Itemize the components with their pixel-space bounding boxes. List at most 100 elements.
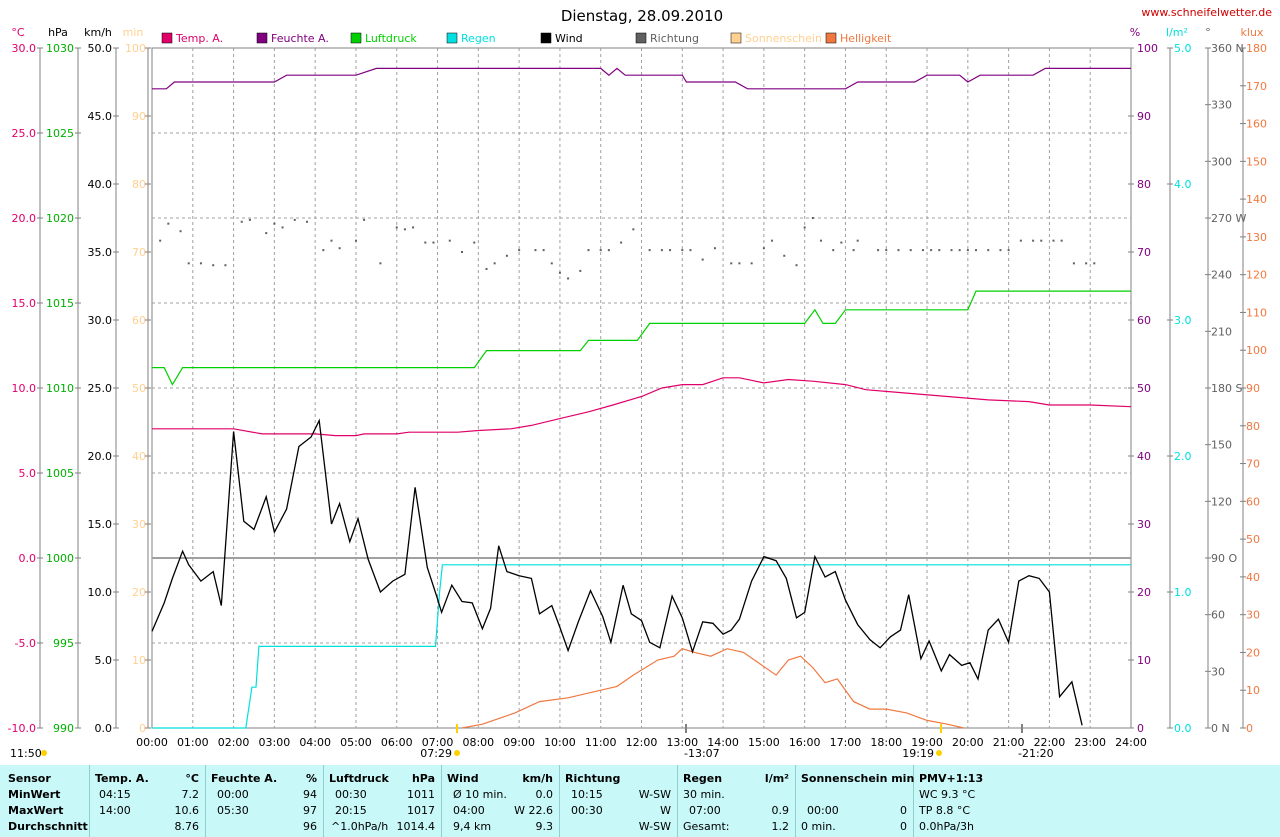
x-tick-6: 06:00 (381, 736, 413, 749)
axis-tick-pres-7: 995 (53, 637, 74, 650)
stats-hum-avg-value: 96 (303, 820, 317, 833)
axis-unit-min: min (123, 26, 144, 39)
stats-pres-trend: ^1.0hPa/h (331, 820, 389, 833)
direction-point-22 (412, 226, 415, 229)
stats-dir-avg-value: W-SW (638, 820, 671, 833)
direction-point-57 (803, 226, 806, 229)
series-line-luftdruck (152, 290, 1131, 386)
direction-point-69 (930, 249, 933, 252)
legend-label-7: Helligkeit (840, 32, 892, 45)
direction-point-68 (921, 249, 924, 252)
axis-tick-hum-2: 80 (1137, 178, 1151, 191)
axis-tick-light-4: 140 (1246, 193, 1267, 206)
axis-unit-wind: km/h (84, 26, 112, 39)
x-tick-2: 02:00 (218, 736, 250, 749)
direction-point-31 (518, 249, 521, 252)
direction-point-81 (1052, 239, 1055, 242)
stats-rain-max-time: 07:00 (689, 804, 721, 817)
axis-tick-light-7: 110 (1246, 306, 1267, 319)
direction-point-82 (1060, 239, 1063, 242)
direction-point-30 (505, 254, 508, 257)
direction-point-1 (167, 222, 170, 225)
stats-hum: Feuchte A. % 00:00 94 05:30 97 96 (205, 765, 324, 837)
sunrise-label: 07:29 (420, 747, 452, 760)
axis-tick-dir-2: 300 (1211, 155, 1232, 168)
axis-tick-hum-0: 100 (1137, 42, 1158, 55)
axis-tick-hum-7: 30 (1137, 518, 1151, 531)
x-tick-16: 16:00 (789, 736, 821, 749)
x-tick-13: 13:00 (666, 736, 698, 749)
direction-point-62 (852, 249, 855, 252)
direction-point-73 (966, 249, 969, 252)
axis-tick-temp-3: 15.0 (12, 297, 37, 310)
stats-pmv-trend: 0.0hPa/3h (919, 820, 975, 833)
direction-point-63 (856, 239, 859, 242)
direction-point-50 (730, 262, 733, 265)
axis-tick-dir-1: 330 (1211, 99, 1232, 112)
x-tick-18: 18:00 (870, 736, 902, 749)
x-tick-22: 22:00 (1034, 736, 1066, 749)
axis-tick-dir-7: 150 (1211, 439, 1232, 452)
direction-point-28 (485, 268, 488, 270)
stats-pres-min-value: 1011 (407, 788, 435, 801)
stats-pmv-dewpoint: TP 8.8 °C (919, 804, 971, 817)
x-tick-9: 09:00 (503, 736, 535, 749)
stats-pmv-windchill: WC 9.3 °C (919, 788, 976, 801)
legend-swatch-2 (350, 32, 362, 44)
axis-tick-light-15: 30 (1246, 609, 1260, 622)
axis-tick-rain-3: 2.0 (1174, 450, 1192, 463)
stats-sun-header: Sonnenschein min (801, 772, 915, 785)
axis-tick-light-2: 160 (1246, 118, 1267, 131)
sunset-label: 19:19 (902, 747, 934, 760)
stats-wind-header: Wind (447, 772, 479, 785)
chart-title: Dienstag, 28.09.2010 (561, 7, 723, 25)
x-tick-5: 05:00 (340, 736, 372, 749)
direction-point-26 (461, 251, 464, 253)
axis-tick-rain-5: 0.0 (1174, 722, 1192, 735)
stats-rain-unit: l/m² (764, 772, 789, 785)
axis-tick-min-10: 0 (139, 722, 146, 735)
stats-wind-min-value: 0.0 (535, 788, 554, 801)
axis-tick-min-4: 60 (132, 314, 146, 327)
axis-tick-dir-3: 270 W (1211, 212, 1246, 225)
axis-tick-pres-4: 1010 (46, 382, 74, 395)
axis-tick-dir-12: 0 N (1211, 722, 1230, 735)
x-tick-0: 00:00 (136, 736, 168, 749)
axis-tick-temp-0: 30.0 (12, 42, 37, 55)
legend-swatch-3 (446, 32, 458, 44)
axis-tick-dir-6: 180 S (1211, 382, 1242, 395)
axis-tick-dir-4: 240 (1211, 269, 1232, 282)
direction-point-41 (620, 241, 623, 244)
weather-chart: Dienstag, 28.09.2010 www.schneifelwetter… (8, 6, 1273, 760)
stats-hum-header: Feuchte A. (211, 772, 278, 785)
direction-point-74 (974, 249, 977, 252)
stats-temp-max-time: 14:00 (99, 804, 131, 817)
legend-swatch-5 (635, 32, 647, 44)
axis-unit-dir: ° (1205, 26, 1211, 39)
axis-tick-min-3: 70 (132, 246, 146, 259)
direction-point-13 (306, 220, 309, 223)
axis-tick-light-3: 150 (1246, 155, 1267, 168)
stats-sensor-header: Sensor (8, 772, 51, 785)
axis-tick-light-8: 100 (1246, 344, 1267, 357)
stats-hum-min-value: 94 (303, 788, 317, 801)
stats-wind-max-value: W 22.6 (514, 804, 553, 817)
direction-point-70 (938, 249, 941, 252)
direction-point-6 (224, 264, 227, 267)
stats-temp-max-value: 10.6 (174, 804, 200, 817)
axis-tick-hum-1: 90 (1137, 110, 1151, 123)
direction-point-71 (950, 249, 953, 252)
direction-point-43 (648, 249, 651, 252)
direction-point-47 (689, 249, 692, 252)
site-link[interactable]: www.schneifelwetter.de (1141, 6, 1272, 19)
legend-label-6: Sonnenschein (745, 32, 822, 45)
axis-tick-dir-10: 60 (1211, 609, 1225, 622)
direction-point-78 (1019, 239, 1022, 242)
noon-marker-label: -13:07 (684, 747, 720, 760)
stats-hum-min-time: 00:00 (217, 788, 249, 801)
x-tick-24: 24:00 (1115, 736, 1147, 749)
stats-sun-total-label: 0 min. (801, 820, 836, 833)
direction-point-59 (819, 239, 822, 242)
axis-tick-dir-0: 360 N (1211, 42, 1244, 55)
axis-tick-min-6: 40 (132, 450, 146, 463)
